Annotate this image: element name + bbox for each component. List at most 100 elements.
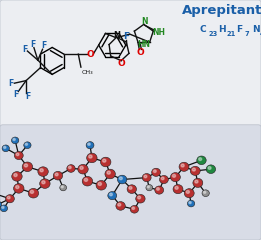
- Circle shape: [195, 180, 198, 183]
- Circle shape: [13, 138, 15, 141]
- Circle shape: [68, 166, 71, 169]
- Text: F: F: [123, 32, 129, 41]
- Text: F: F: [30, 40, 35, 48]
- Circle shape: [175, 186, 178, 189]
- Text: 21: 21: [226, 31, 235, 37]
- FancyBboxPatch shape: [0, 0, 261, 127]
- Circle shape: [202, 190, 209, 197]
- Circle shape: [173, 185, 183, 194]
- Text: H: H: [218, 25, 226, 34]
- Circle shape: [199, 158, 202, 161]
- Text: C: C: [200, 25, 206, 34]
- Circle shape: [152, 168, 161, 176]
- Text: NH: NH: [152, 28, 165, 37]
- Circle shape: [14, 174, 17, 177]
- Circle shape: [186, 191, 189, 193]
- Circle shape: [100, 157, 111, 167]
- Circle shape: [127, 185, 137, 193]
- Circle shape: [105, 169, 115, 179]
- Circle shape: [7, 196, 10, 199]
- Circle shape: [204, 191, 206, 193]
- Circle shape: [30, 190, 34, 193]
- Circle shape: [206, 165, 216, 174]
- Circle shape: [117, 175, 127, 184]
- Circle shape: [144, 175, 147, 178]
- Circle shape: [16, 186, 19, 189]
- Circle shape: [136, 194, 145, 203]
- Text: O: O: [117, 59, 125, 68]
- Circle shape: [82, 176, 93, 186]
- Text: F: F: [14, 90, 19, 99]
- Circle shape: [55, 173, 58, 176]
- Circle shape: [187, 200, 195, 207]
- Circle shape: [147, 186, 150, 188]
- Circle shape: [16, 153, 19, 156]
- Text: F: F: [236, 25, 242, 34]
- Text: CH₃: CH₃: [81, 70, 93, 75]
- Circle shape: [5, 195, 14, 203]
- Circle shape: [161, 177, 164, 180]
- Circle shape: [0, 201, 2, 208]
- Circle shape: [208, 167, 211, 169]
- Circle shape: [25, 143, 28, 145]
- Circle shape: [116, 202, 125, 210]
- Circle shape: [2, 206, 4, 209]
- Circle shape: [193, 178, 203, 187]
- Circle shape: [38, 167, 48, 176]
- Text: N: N: [141, 17, 147, 26]
- Circle shape: [107, 171, 110, 174]
- Circle shape: [40, 179, 50, 188]
- Circle shape: [12, 172, 22, 181]
- Text: 23: 23: [208, 31, 217, 37]
- Circle shape: [103, 159, 106, 162]
- Text: Aprepitant: Aprepitant: [182, 4, 261, 17]
- Circle shape: [192, 168, 195, 171]
- Circle shape: [130, 205, 139, 213]
- Circle shape: [24, 164, 28, 167]
- Circle shape: [170, 173, 180, 182]
- Circle shape: [157, 188, 159, 190]
- Text: F: F: [25, 92, 30, 101]
- Circle shape: [142, 174, 151, 182]
- Circle shape: [22, 162, 33, 172]
- Circle shape: [88, 143, 90, 145]
- Text: HN: HN: [137, 40, 150, 49]
- FancyBboxPatch shape: [0, 125, 261, 240]
- Circle shape: [96, 180, 106, 190]
- Circle shape: [118, 203, 121, 206]
- Circle shape: [190, 166, 200, 175]
- Circle shape: [42, 181, 45, 184]
- Circle shape: [197, 156, 206, 165]
- Circle shape: [2, 145, 9, 152]
- Text: F: F: [8, 79, 14, 88]
- Circle shape: [110, 193, 112, 196]
- Circle shape: [155, 186, 164, 194]
- Circle shape: [67, 165, 75, 172]
- Circle shape: [80, 166, 83, 169]
- Circle shape: [138, 196, 141, 199]
- Circle shape: [4, 146, 6, 149]
- Circle shape: [14, 151, 23, 160]
- Circle shape: [184, 189, 194, 198]
- Circle shape: [14, 184, 24, 193]
- Circle shape: [119, 177, 122, 180]
- Text: O: O: [86, 50, 94, 59]
- Circle shape: [60, 185, 67, 191]
- Circle shape: [181, 164, 184, 167]
- Circle shape: [87, 153, 97, 163]
- Circle shape: [129, 186, 132, 189]
- Circle shape: [84, 178, 88, 181]
- Circle shape: [146, 185, 153, 191]
- Text: N: N: [252, 25, 259, 34]
- Circle shape: [28, 188, 39, 198]
- Circle shape: [53, 171, 63, 180]
- Circle shape: [61, 186, 63, 188]
- Text: F: F: [22, 45, 27, 54]
- Circle shape: [89, 155, 92, 158]
- Circle shape: [40, 169, 43, 172]
- Circle shape: [173, 174, 176, 177]
- Circle shape: [108, 192, 117, 200]
- Text: O: O: [137, 48, 144, 57]
- Text: 7: 7: [245, 31, 249, 37]
- Circle shape: [179, 162, 189, 171]
